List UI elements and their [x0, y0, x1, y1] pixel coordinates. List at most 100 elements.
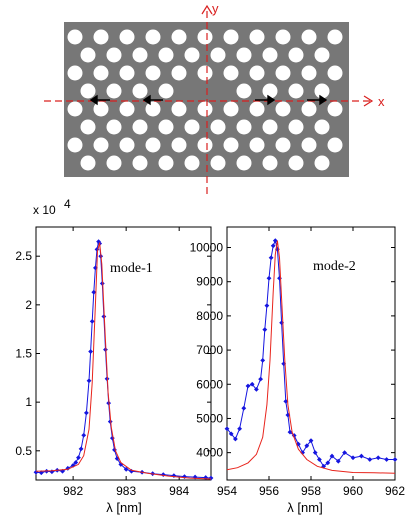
chart1-mode-label: mode-1: [110, 261, 153, 276]
measured-point: [60, 468, 65, 474]
y-tick-label: 2.5: [15, 249, 32, 263]
hole: [106, 83, 122, 99]
hole: [80, 83, 96, 99]
hole: [67, 101, 83, 117]
hole: [210, 47, 226, 63]
x-tick-label: 982: [63, 484, 83, 498]
hole: [327, 65, 343, 81]
measured-point: [254, 386, 259, 392]
y-tick-label: 7000: [196, 343, 223, 357]
measured-point: [86, 378, 92, 384]
y-tick-label: 2: [25, 298, 32, 312]
measured-point: [89, 318, 95, 324]
measured-point: [88, 349, 94, 354]
measured-line: [226, 239, 395, 468]
hole: [236, 83, 252, 99]
measured-point: [241, 405, 247, 411]
hole: [67, 65, 83, 81]
hole: [145, 29, 161, 45]
measured-point: [78, 446, 84, 452]
measured-point: [83, 410, 89, 416]
measured-point: [350, 455, 356, 461]
measured-point: [359, 453, 364, 459]
hole: [119, 101, 135, 117]
measured-point: [262, 327, 268, 332]
y-tick-label: 4000: [196, 446, 223, 460]
hole: [275, 101, 291, 117]
cavity-schematic: x y: [44, 1, 385, 194]
hole: [132, 119, 148, 135]
measured-point: [233, 436, 238, 442]
measured-line: [35, 240, 212, 479]
y-tick-label: 5000: [196, 411, 223, 425]
hole: [93, 101, 109, 117]
hole: [197, 65, 213, 81]
y-tick-label: 1: [25, 395, 32, 409]
hole: [184, 47, 200, 63]
measured-point: [270, 243, 276, 249]
hole: [119, 137, 135, 153]
hole: [210, 119, 226, 135]
measured-point: [308, 438, 314, 444]
measured-point: [107, 419, 113, 425]
hole: [119, 29, 135, 45]
measured-point: [304, 443, 310, 449]
chart1-plot-area: 982 983 984 0.5 1 1.5 2 2.5: [15, 226, 214, 498]
measured-point: [342, 450, 347, 456]
hole: [301, 137, 317, 153]
measured-point: [91, 289, 97, 295]
hole: [327, 29, 343, 45]
measured-point: [245, 383, 251, 389]
chart2-mode-label: mode-2: [313, 259, 356, 274]
hole: [80, 155, 96, 171]
measured-point: [272, 238, 278, 244]
arrow-right-inner-icon: [255, 94, 276, 106]
measured-point: [49, 469, 55, 475]
x-tick-label: 960: [343, 484, 363, 498]
hole: [171, 101, 187, 117]
chart1-exponent-base: x 10: [33, 203, 56, 217]
hole: [145, 65, 161, 81]
hole: [106, 119, 122, 135]
hole: [132, 155, 148, 171]
y-tick-label: 0.5: [15, 444, 32, 458]
hole: [158, 47, 174, 63]
measured-point: [317, 457, 322, 462]
hole: [197, 29, 213, 45]
y-tick-label: 1.5: [15, 347, 32, 361]
hole: [184, 155, 200, 171]
hole: [236, 119, 252, 135]
measured-point: [228, 431, 234, 437]
hole: [249, 101, 265, 117]
measured-point: [325, 460, 331, 466]
measured-point: [392, 457, 398, 462]
hole: [184, 119, 200, 135]
x-axis-label: x: [378, 94, 385, 109]
hole: [93, 137, 109, 153]
hole: [288, 119, 304, 135]
hole: [249, 65, 265, 81]
displacement-arrows: [89, 94, 328, 106]
measured-point: [277, 275, 282, 281]
mode-2-chart: 954 956 958 960 962 4000 5000 6000 7000 8000 9000 1…: [190, 226, 405, 515]
hole: [288, 83, 304, 99]
hole: [145, 101, 161, 117]
hole: [236, 155, 252, 171]
measured-point: [375, 455, 381, 461]
hole: [80, 47, 96, 63]
hole: [327, 101, 343, 117]
x-tick-label: 983: [116, 484, 136, 498]
measured-point: [335, 458, 341, 464]
y-tick-label: 9000: [196, 275, 223, 289]
hole: [158, 83, 174, 99]
mode-1-chart: x 10 4 982 983 984 0.5 1 1.5 2 2.5 mode-1 λ [nm…: [15, 197, 214, 515]
measured-point: [268, 255, 274, 261]
hole: [301, 65, 317, 81]
hole: [158, 119, 174, 135]
hole: [262, 155, 278, 171]
measured-point: [237, 426, 242, 432]
hole: [327, 137, 343, 153]
hole: [132, 83, 148, 99]
y-tick-label: 6000: [196, 377, 223, 391]
fit-line: [35, 242, 212, 480]
